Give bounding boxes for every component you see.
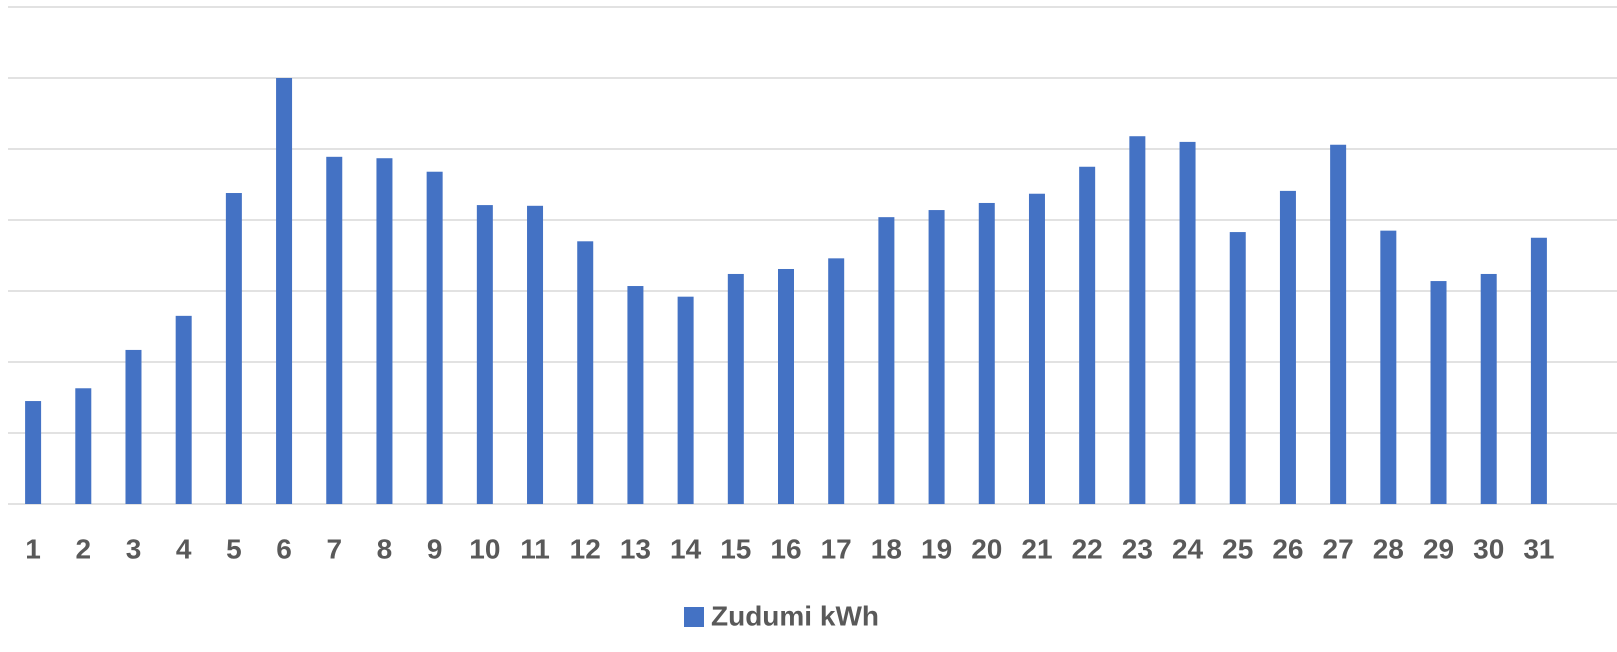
x-tick-label: 2 xyxy=(76,533,92,564)
x-tick-label: 11 xyxy=(520,533,550,564)
bar xyxy=(1129,136,1146,504)
x-tick-label: 20 xyxy=(971,533,1002,564)
bar xyxy=(426,171,443,504)
bar xyxy=(1430,281,1447,504)
x-tick-label: 15 xyxy=(720,533,751,564)
bar xyxy=(577,241,594,505)
x-tick-label: 12 xyxy=(570,533,601,564)
x-tick-label: 21 xyxy=(1021,533,1052,564)
x-tick-label: 13 xyxy=(620,533,651,564)
bar xyxy=(175,315,192,504)
x-tick-label: 18 xyxy=(871,533,902,564)
bar xyxy=(1480,273,1497,504)
x-tick-label: 23 xyxy=(1122,533,1153,564)
x-tick-label: 28 xyxy=(1373,533,1404,564)
x-tick-label: 1 xyxy=(25,533,41,564)
legend-swatch xyxy=(684,607,704,627)
bar xyxy=(25,401,42,504)
x-tick-label: 9 xyxy=(427,533,443,564)
x-tick-label: 19 xyxy=(921,533,952,564)
bar xyxy=(828,258,845,504)
bar xyxy=(1028,193,1045,505)
bar xyxy=(276,78,293,504)
x-tick-label: 5 xyxy=(226,533,242,564)
bar xyxy=(1279,190,1296,504)
bar xyxy=(1229,232,1246,504)
bar xyxy=(326,156,343,504)
bar xyxy=(727,273,744,504)
bar xyxy=(627,286,644,504)
bar xyxy=(928,210,945,504)
bar xyxy=(1530,237,1547,504)
bar xyxy=(125,349,142,504)
bar xyxy=(1079,166,1096,504)
x-tick-label: 17 xyxy=(821,533,852,564)
bar xyxy=(878,217,895,504)
bar xyxy=(527,205,544,505)
x-tick-label: 29 xyxy=(1423,533,1454,564)
x-tick-label: 24 xyxy=(1172,533,1204,564)
x-tick-label: 31 xyxy=(1523,533,1554,564)
bar xyxy=(75,388,92,504)
x-tick-label: 10 xyxy=(469,533,500,564)
x-tick-label: 25 xyxy=(1222,533,1253,564)
bar xyxy=(677,296,694,504)
x-tick-label: 6 xyxy=(276,533,292,564)
bar xyxy=(1179,141,1196,504)
x-tick-label: 4 xyxy=(176,533,192,564)
x-tick-label: 30 xyxy=(1473,533,1504,564)
bar xyxy=(476,205,493,504)
bar xyxy=(978,202,995,504)
bar xyxy=(1330,144,1347,505)
legend-label: Zudumi kWh xyxy=(711,600,879,631)
bar xyxy=(225,193,242,504)
x-tick-label: 26 xyxy=(1272,533,1303,564)
bar xyxy=(376,158,393,505)
x-tick-label: 22 xyxy=(1072,533,1103,564)
x-tick-label: 8 xyxy=(377,533,393,564)
x-tick-label: 27 xyxy=(1323,533,1354,564)
x-tick-label: 16 xyxy=(770,533,801,564)
x-tick-label: 14 xyxy=(670,533,702,564)
x-tick-label: 3 xyxy=(126,533,142,564)
x-tick-label: 7 xyxy=(326,533,342,564)
bar xyxy=(778,268,794,504)
bar xyxy=(1380,230,1397,504)
